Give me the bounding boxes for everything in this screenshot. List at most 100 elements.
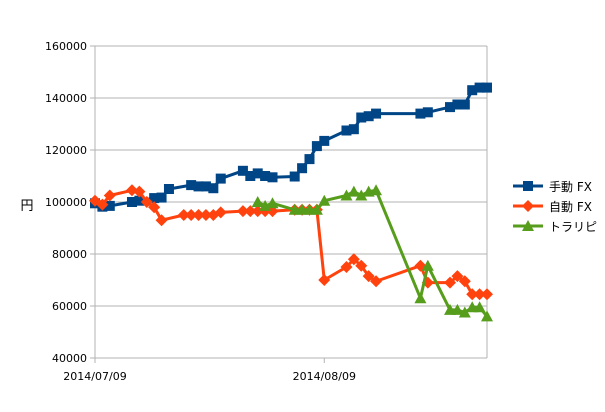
- data-point: [177, 209, 190, 221]
- legend-label: 自動 FX: [549, 200, 592, 214]
- data-point: [318, 194, 331, 206]
- data-point: [185, 209, 198, 221]
- data-point: [200, 181, 211, 192]
- legend-item: トラリピ: [513, 220, 597, 234]
- legend-marker: [522, 200, 534, 212]
- data-point: [444, 276, 457, 289]
- data-point: [104, 200, 115, 211]
- series-3: [251, 184, 493, 322]
- data-point: [414, 292, 427, 304]
- legend-item: 自動 FX: [513, 200, 592, 214]
- y-axis-title: 円: [20, 199, 33, 214]
- legend-marker: [522, 220, 534, 231]
- data-point: [149, 193, 160, 204]
- data-point: [310, 203, 323, 215]
- data-point: [186, 180, 197, 191]
- legend-marker: [523, 181, 533, 191]
- data-point: [215, 173, 226, 184]
- data-point: [214, 206, 227, 219]
- data-point: [208, 183, 219, 194]
- data-point: [340, 189, 353, 201]
- data-point: [473, 288, 486, 301]
- data-point: [370, 275, 383, 288]
- data-point: [355, 259, 368, 272]
- data-point: [422, 107, 433, 118]
- data-point: [452, 99, 463, 110]
- data-point: [481, 310, 493, 322]
- data-point: [155, 214, 168, 227]
- data-point: [244, 205, 257, 218]
- axes: 40000 60000 80000 100000 120000 140000 160000 2…: [45, 40, 488, 383]
- data-point: [459, 99, 470, 110]
- data-point: [421, 259, 434, 271]
- y-tick-label: 60000: [52, 300, 87, 313]
- data-point: [473, 301, 486, 313]
- data-point: [467, 85, 478, 96]
- data-point: [355, 189, 368, 201]
- data-point: [362, 270, 375, 283]
- data-point: [341, 125, 352, 136]
- data-point: [348, 124, 359, 135]
- y-tick-label: 80000: [52, 248, 87, 261]
- data-point: [347, 253, 360, 266]
- data-point: [148, 201, 161, 214]
- data-point: [156, 192, 167, 203]
- data-point: [371, 108, 382, 119]
- data-point: [134, 195, 145, 206]
- data-point: [236, 205, 249, 218]
- data-point: [370, 184, 383, 196]
- data-point: [319, 135, 330, 146]
- data-point: [347, 185, 360, 197]
- data-point: [251, 196, 264, 207]
- data-point: [252, 168, 263, 179]
- data-point: [237, 165, 248, 176]
- x-tick-label: 2014/07/09: [63, 370, 126, 383]
- data-point: [474, 82, 485, 93]
- data-point: [458, 306, 471, 318]
- data-point: [311, 141, 322, 152]
- data-point: [260, 171, 271, 181]
- y-tick-label: 160000: [45, 40, 87, 53]
- legend-item: 手動 FX: [513, 180, 592, 194]
- data-point: [451, 270, 464, 283]
- data-point: [356, 112, 367, 123]
- data-point: [199, 209, 212, 221]
- data-point: [340, 261, 353, 273]
- data-point: [318, 274, 331, 286]
- y-tick-label: 100000: [45, 196, 87, 209]
- data-point: [482, 82, 492, 93]
- x-tick-label: 2014/08/09: [293, 370, 356, 383]
- data-point: [125, 184, 138, 197]
- legend-label: トラリピ: [549, 220, 597, 234]
- data-point: [126, 197, 137, 207]
- data-point: [103, 189, 116, 202]
- data-point: [133, 185, 146, 198]
- data-point: [415, 108, 426, 119]
- data-point: [297, 163, 308, 174]
- data-point: [481, 288, 493, 301]
- data-point: [245, 171, 256, 181]
- y-tick-label: 120000: [45, 144, 87, 157]
- data-point: [96, 198, 109, 211]
- data-point: [192, 209, 205, 221]
- data-point: [445, 102, 456, 113]
- data-point: [466, 288, 479, 301]
- data-point: [267, 172, 278, 183]
- data-point: [363, 111, 374, 122]
- legend-label: 手動 FX: [549, 180, 592, 194]
- data-point: [193, 181, 204, 192]
- data-point: [289, 171, 300, 182]
- data-point: [458, 275, 471, 288]
- data-point: [266, 197, 279, 209]
- data-point: [163, 184, 174, 194]
- legend: 手動 FX 自動 FX トラリピ: [513, 180, 597, 234]
- series: [89, 82, 493, 322]
- y-tick-label: 40000: [52, 352, 87, 365]
- data-point: [304, 154, 315, 165]
- data-point: [451, 303, 464, 315]
- y-tick-label: 140000: [45, 92, 87, 105]
- data-point: [140, 196, 153, 208]
- series-1: [90, 82, 492, 212]
